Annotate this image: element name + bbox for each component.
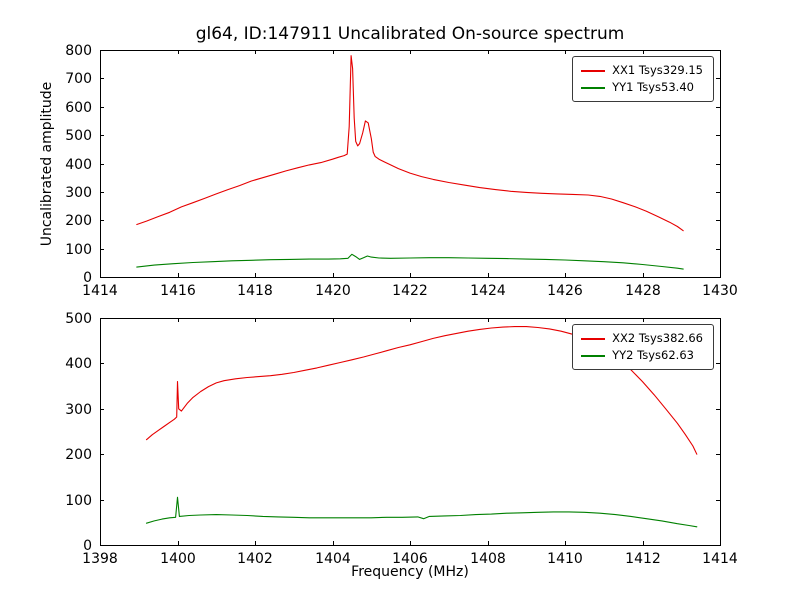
x-tick-label: 1416 <box>160 283 196 299</box>
x-tick-label: 1414 <box>82 283 118 299</box>
legend-entry: XX2 Tsys382.66 <box>581 330 703 347</box>
x-tick-label: 1400 <box>160 551 196 567</box>
series-line-yy1 <box>136 253 684 270</box>
x-tick-label: 1414 <box>702 551 738 567</box>
y-tick-label: 0 <box>83 270 92 286</box>
chart-title: gl64, ID:147911 Uncalibrated On-source s… <box>195 24 625 44</box>
bottom-subplot: 1398 1400 1402 1404 1406 1408 1410 1412 1414 0 100… <box>65 311 738 567</box>
y-tick-label: 500 <box>65 128 92 144</box>
legend-label: XX1 Tsys329.15 <box>612 63 703 77</box>
x-tick-label: 1408 <box>470 551 506 567</box>
x-tick-label: 1428 <box>625 283 661 299</box>
legend-line-sample <box>581 86 606 89</box>
legend-entry: YY2 Tsys62.63 <box>581 347 703 364</box>
top-subplot: 1414 1416 1418 1420 1422 1424 1426 1428 1430 0 100… <box>65 43 738 299</box>
y-tick-label: 0 <box>83 538 92 554</box>
x-tick-label: 1424 <box>470 283 506 299</box>
y-tick-label: 300 <box>65 185 92 201</box>
y-tick-label: 700 <box>65 71 92 87</box>
x-tick-label: 1404 <box>315 551 351 567</box>
x-tick-label: 1418 <box>237 283 273 299</box>
legend-line-sample <box>581 337 606 340</box>
x-tick-label: 1422 <box>392 283 428 299</box>
legend-label: XX2 Tsys382.66 <box>612 331 703 345</box>
y-tick-label: 300 <box>65 402 92 418</box>
y-tick-label: 400 <box>65 157 92 173</box>
y-tick-label: 200 <box>65 213 92 229</box>
legend-entry: XX1 Tsys329.15 <box>581 62 703 79</box>
series-line-xx1 <box>136 55 684 232</box>
x-axis-label: Frequency (MHz) <box>351 564 469 580</box>
legend-line-sample <box>581 69 606 72</box>
series-line-yy2 <box>145 496 698 528</box>
x-tick-label: 1398 <box>82 551 118 567</box>
bottom-legend: XX2 Tsys382.66 YY2 Tsys62.63 <box>572 324 714 370</box>
y-tick-label: 800 <box>65 43 92 59</box>
x-tick-label: 1402 <box>237 551 273 567</box>
top-legend: XX1 Tsys329.15 YY1 Tsys53.40 <box>572 56 714 102</box>
y-tick-label: 100 <box>65 242 92 258</box>
x-tick-label: 1420 <box>315 283 351 299</box>
legend-label: YY1 Tsys53.40 <box>612 80 694 94</box>
legend-entry: YY1 Tsys53.40 <box>581 79 703 96</box>
x-tick-label: 1430 <box>702 283 738 299</box>
legend-line-sample <box>581 354 606 357</box>
y-tick-label: 200 <box>65 447 92 463</box>
x-tick-label: 1412 <box>625 551 661 567</box>
x-tick-label: 1410 <box>547 551 583 567</box>
x-tick-label: 1426 <box>547 283 583 299</box>
y-tick-label: 400 <box>65 356 92 372</box>
legend-label: YY2 Tsys62.63 <box>612 348 694 362</box>
y-tick-label: 100 <box>65 493 92 509</box>
y-tick-label: 500 <box>65 311 92 327</box>
y-tick-label: 600 <box>65 100 92 116</box>
x-tick-label: 1406 <box>392 551 428 567</box>
